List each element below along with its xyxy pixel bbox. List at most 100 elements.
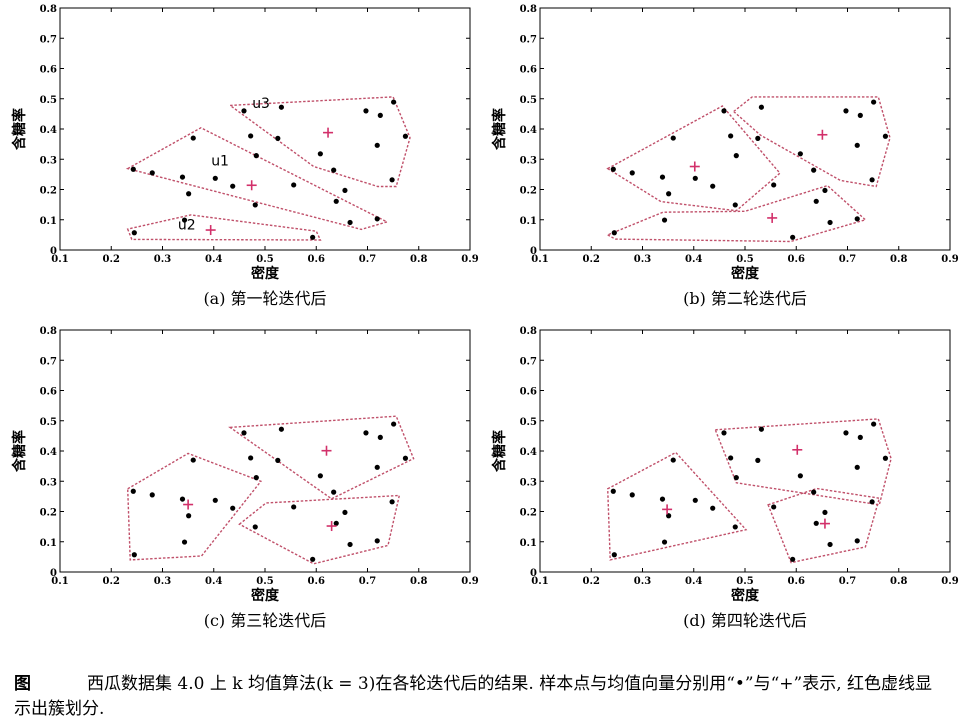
sample-point (758, 426, 764, 432)
y-tick-label: 0.4 (520, 125, 537, 136)
y-tick-label: 0.7 (40, 34, 57, 45)
x-tick-label: 0.5 (256, 576, 273, 587)
sample-point (629, 492, 635, 498)
sample-point (843, 108, 849, 114)
sample-point (374, 464, 380, 470)
mean-marker (246, 180, 257, 191)
mean-marker (767, 212, 778, 223)
sample-point (869, 499, 875, 505)
y-tick-label: 0.2 (40, 186, 57, 197)
y-tick-label: 0.8 (40, 4, 57, 15)
plot-frame-c (59, 329, 471, 573)
y-tick-label: 0.3 (520, 477, 537, 488)
cluster-boundary-1 (126, 452, 263, 561)
sample-point (854, 538, 860, 544)
x-tick-label: 0.7 (359, 576, 376, 587)
cluster-boundary-2 (767, 487, 881, 564)
sample-point (248, 455, 254, 461)
x-axis-label: 密度 (730, 587, 760, 604)
subcaption-a: (a) 第一轮迭代后 (203, 289, 326, 308)
sample-point (149, 170, 155, 176)
cluster-boundary-2 (126, 214, 322, 241)
x-tick-label: 0.7 (359, 254, 376, 265)
sample-point (843, 430, 849, 436)
mean-marker (326, 521, 337, 532)
sample-point (230, 505, 236, 511)
sample-point (721, 430, 727, 436)
sample-point (813, 198, 819, 204)
x-tick-label: 0.4 (205, 254, 222, 265)
sample-point (402, 133, 409, 139)
y-tick-label: 0.3 (520, 155, 537, 166)
y-tick-label: 0.6 (520, 387, 537, 398)
sample-point (130, 166, 136, 172)
sample-point (882, 133, 889, 139)
sample-point (212, 175, 218, 181)
x-axis-label: 密度 (730, 265, 760, 282)
chart-d: 0.1 0.2 0.3 0.4 0.5 0.6 0.7 0.8 0.900.10.20.30.4… (491, 326, 959, 630)
x-tick-label: 0.1 (531, 576, 548, 587)
x-tick-label: 0.7 (839, 254, 856, 265)
chart-c: 0.1 0.2 0.3 0.4 0.5 0.6 0.7 0.8 0.900.10.20.30.4… (11, 326, 479, 630)
sample-point (275, 457, 281, 463)
mean-marker (792, 444, 803, 455)
sample-point (248, 133, 254, 139)
sample-point (710, 505, 716, 511)
chart-a: 0.1 0.2 0.3 0.4 0.5 0.6 0.7 0.8 0.900.10.20.30.4… (11, 4, 479, 308)
y-tick-label: 0.1 (40, 216, 57, 227)
sample-point (331, 167, 337, 173)
x-tick-label: 0.1 (531, 254, 548, 265)
sample-point (363, 430, 369, 436)
y-axis-label: 含糖率 (11, 108, 28, 150)
cluster-boundary-3 (732, 96, 891, 188)
sample-point (666, 513, 672, 519)
sample-point (666, 191, 672, 197)
sample-point (179, 174, 186, 180)
x-tick-label: 0.3 (634, 576, 651, 587)
sample-point (333, 520, 339, 526)
y-tick-label: 0.7 (520, 34, 537, 45)
caption-label: 图 (14, 674, 31, 694)
sample-point (212, 497, 218, 503)
y-tick-label: 0.4 (520, 447, 537, 458)
y-tick-label: 0.4 (40, 447, 57, 458)
sample-point (728, 455, 734, 461)
cluster-boundary-1 (606, 451, 748, 561)
y-tick-label: 0.2 (520, 186, 537, 197)
subcaption-d: (d) 第四轮迭代后 (683, 611, 807, 630)
sample-point (252, 202, 258, 208)
panel-a: 0.1 0.2 0.3 0.4 0.5 0.6 0.7 0.8 0.9 0 0.1 0.2 0.3 0.4… (0, 0, 480, 315)
x-tick-label: 0.4 (685, 254, 702, 265)
y-tick-label: 0.1 (40, 538, 57, 549)
sample-point (389, 499, 395, 505)
x-tick-label: 0.3 (634, 254, 651, 265)
sample-point (342, 187, 348, 194)
x-tick-label: 0.4 (685, 576, 702, 587)
sample-point (310, 556, 316, 562)
sample-point (610, 166, 616, 172)
sample-point (797, 473, 803, 479)
sample-point (252, 524, 258, 530)
sample-point (692, 175, 698, 181)
x-tick-label: 0.8 (410, 576, 427, 587)
y-axis-label: 含糖率 (491, 430, 508, 472)
sample-point (670, 135, 676, 141)
x-tick-label: 0.1 (51, 254, 68, 265)
y-tick-label: 0 (530, 246, 537, 257)
x-tick-label: 0.5 (736, 254, 753, 265)
sample-point (755, 135, 761, 141)
sample-point (230, 183, 236, 189)
subcaption-b: (b) 第二轮迭代后 (683, 289, 807, 308)
sample-point (130, 488, 136, 494)
sample-point (822, 509, 828, 516)
chart-b: 0.1 0.2 0.3 0.4 0.5 0.6 0.7 0.8 0.900.10.20.30.4… (491, 4, 959, 308)
sample-point (310, 234, 316, 240)
sample-point (811, 489, 817, 495)
mean-marker (689, 161, 700, 172)
y-tick-label: 0.5 (520, 95, 537, 106)
sample-point (790, 556, 796, 562)
x-tick-label: 0.2 (103, 576, 120, 587)
sample-point (610, 488, 616, 494)
sample-point (670, 457, 676, 463)
sample-point (181, 539, 188, 545)
